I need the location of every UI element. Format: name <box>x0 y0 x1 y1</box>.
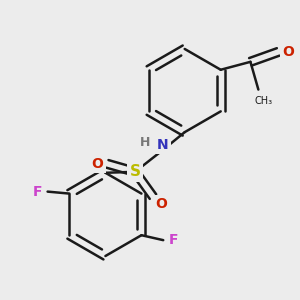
Text: H: H <box>140 136 150 148</box>
Text: F: F <box>33 184 42 199</box>
Text: O: O <box>282 45 294 59</box>
Text: O: O <box>92 157 104 171</box>
Text: O: O <box>155 197 167 212</box>
Text: F: F <box>168 233 178 247</box>
Text: S: S <box>130 164 141 179</box>
Text: N: N <box>157 138 169 152</box>
Text: CH₃: CH₃ <box>254 97 272 106</box>
